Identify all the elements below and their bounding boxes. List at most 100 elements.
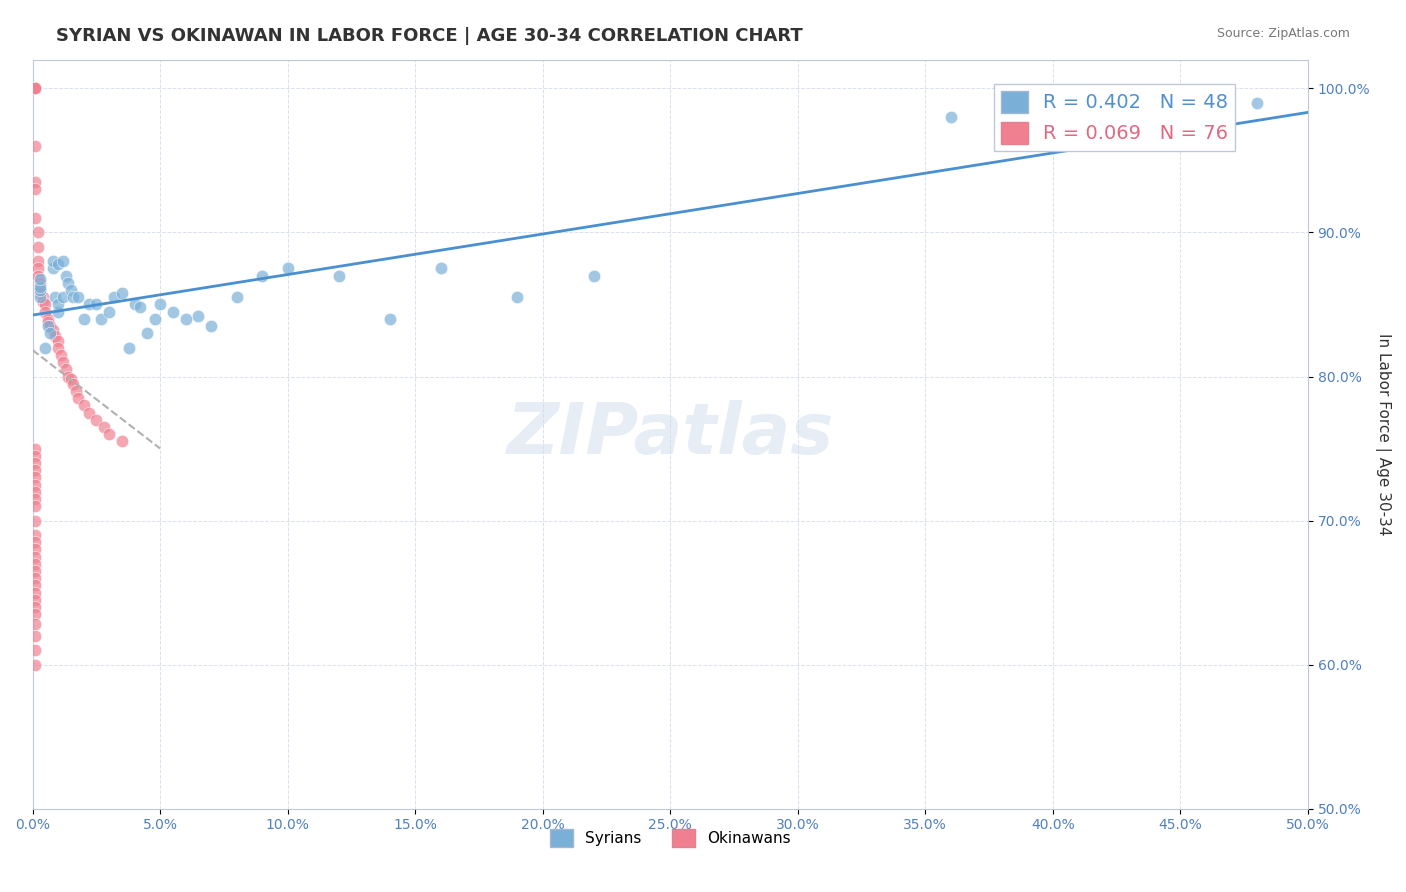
Point [67,391,90,405]
Text: ZIPatlas: ZIPatlas [506,400,834,468]
Point [67,290,90,304]
Point [187,309,209,323]
Point [24,81,46,95]
Point [30,280,52,294]
Point [46,341,69,355]
Point [44,290,66,304]
Point [582,268,605,283]
Point [58,369,80,384]
Point [84,413,107,427]
Point [72,398,94,412]
Point [24,81,46,95]
Point [30,290,52,304]
Point [24,449,46,463]
Point [24,463,46,477]
Point [37,315,59,329]
Point [429,261,451,276]
Point [30,276,52,290]
Point [136,326,159,341]
Point [506,290,529,304]
Point [24,211,46,225]
Point [90,312,112,326]
Point [37,312,59,326]
Point [24,617,46,632]
Point [84,297,107,311]
Point [46,304,69,318]
Point [250,268,273,283]
Point [24,81,46,95]
Point [24,592,46,607]
Point [46,257,69,271]
Point [24,491,46,506]
Point [24,139,46,153]
Point [24,477,46,491]
Point [24,542,46,557]
Point [98,427,121,442]
Point [62,290,84,304]
Point [103,290,125,304]
Point [24,81,46,95]
Point [31,290,53,304]
Point [52,290,75,304]
Point [55,362,77,376]
Point [24,535,46,549]
Point [34,297,56,311]
Point [98,304,121,318]
Point [46,334,69,348]
Point [42,254,65,268]
Point [124,297,146,311]
Point [24,81,46,95]
Point [24,557,46,571]
Point [143,312,166,326]
Point [24,549,46,564]
Point [1246,95,1268,110]
Point [42,261,65,276]
Point [24,607,46,622]
Text: SYRIAN VS OKINAWAN IN LABOR FORCE | AGE 30-34 CORRELATION CHART: SYRIAN VS OKINAWAN IN LABOR FORCE | AGE … [56,27,803,45]
Point [52,254,75,268]
Point [24,81,46,95]
Point [24,81,46,95]
Point [277,261,299,276]
Point [30,283,52,297]
Point [27,254,49,268]
Point [77,405,100,419]
Y-axis label: In Labor Force | Age 30-34: In Labor Force | Age 30-34 [1375,333,1391,535]
Point [939,110,962,124]
Point [24,456,46,470]
Point [59,372,82,386]
Point [111,434,134,449]
Point [24,643,46,657]
Point [24,81,46,95]
Point [93,420,115,434]
Point [77,297,100,311]
Point [65,384,87,398]
Point [24,629,46,643]
Point [49,348,72,362]
Point [24,81,46,95]
Point [200,319,222,334]
Point [24,442,46,456]
Point [149,297,172,311]
Point [72,312,94,326]
Point [174,312,197,326]
Legend: R = 0.402   N = 48, R = 0.069   N = 76: R = 0.402 N = 48, R = 0.069 N = 76 [994,84,1234,151]
Point [24,81,46,95]
Point [24,528,46,542]
Point [30,285,52,300]
Point [24,585,46,599]
Point [39,319,62,334]
Point [27,240,49,254]
Point [59,283,82,297]
Point [27,261,49,276]
Point [44,329,66,343]
Point [58,276,80,290]
Point [39,326,62,341]
Point [24,81,46,95]
Point [162,304,184,318]
Point [24,182,46,196]
Point [46,297,69,311]
Point [111,285,134,300]
Text: Source: ZipAtlas.com: Source: ZipAtlas.com [1216,27,1350,40]
Point [24,599,46,614]
